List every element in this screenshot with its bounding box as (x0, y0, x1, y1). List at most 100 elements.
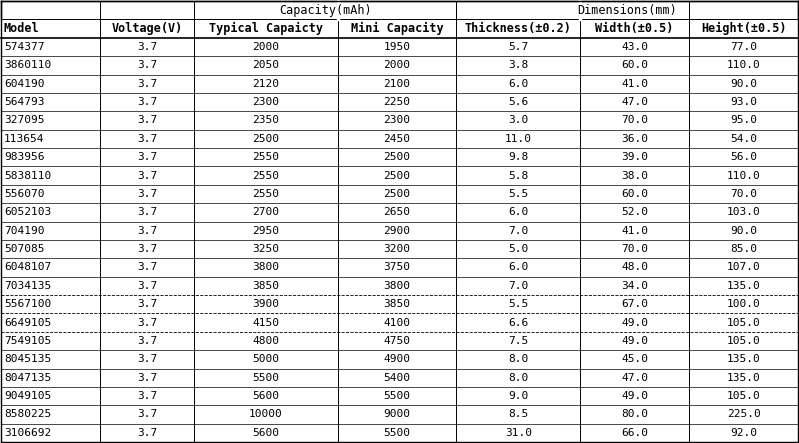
Text: 5600: 5600 (252, 428, 280, 438)
Text: 10000: 10000 (249, 409, 283, 420)
Text: 5400: 5400 (384, 373, 411, 383)
Text: 43.0: 43.0 (621, 42, 648, 52)
Text: 3900: 3900 (252, 299, 280, 309)
Text: 135.0: 135.0 (726, 281, 761, 291)
Text: Width(±0.5): Width(±0.5) (595, 22, 674, 35)
Text: 3.7: 3.7 (137, 189, 157, 199)
Text: 5500: 5500 (252, 373, 280, 383)
Text: 113654: 113654 (4, 134, 45, 144)
Text: 100.0: 100.0 (726, 299, 761, 309)
Text: 105.0: 105.0 (726, 336, 761, 346)
Text: 48.0: 48.0 (621, 262, 648, 272)
Text: 90.0: 90.0 (730, 225, 757, 236)
Text: Height(±0.5): Height(±0.5) (701, 22, 786, 35)
Text: 5.7: 5.7 (508, 42, 528, 52)
Text: 66.0: 66.0 (621, 428, 648, 438)
Text: 7.0: 7.0 (508, 281, 528, 291)
Text: 3.7: 3.7 (137, 373, 157, 383)
Text: 3.7: 3.7 (137, 391, 157, 401)
Text: Mini Capacity: Mini Capacity (351, 22, 443, 35)
Text: 31.0: 31.0 (505, 428, 532, 438)
Text: 5500: 5500 (384, 428, 411, 438)
Text: 8047135: 8047135 (4, 373, 51, 383)
Text: 6.0: 6.0 (508, 79, 528, 89)
Text: 9049105: 9049105 (4, 391, 51, 401)
Text: Model: Model (4, 22, 40, 35)
Text: 2250: 2250 (384, 97, 411, 107)
Text: 564793: 564793 (4, 97, 45, 107)
Text: 6.6: 6.6 (508, 318, 528, 327)
Text: 2050: 2050 (252, 60, 280, 70)
Text: 5.5: 5.5 (508, 299, 528, 309)
Text: 3850: 3850 (384, 299, 411, 309)
Text: 2650: 2650 (384, 207, 411, 218)
Text: 70.0: 70.0 (621, 244, 648, 254)
Text: 4900: 4900 (384, 354, 411, 364)
Text: 5000: 5000 (252, 354, 280, 364)
Text: 3750: 3750 (384, 262, 411, 272)
Text: 704190: 704190 (4, 225, 45, 236)
Text: 70.0: 70.0 (621, 116, 648, 125)
Text: 92.0: 92.0 (730, 428, 757, 438)
Text: 2450: 2450 (384, 134, 411, 144)
Text: 47.0: 47.0 (621, 373, 648, 383)
Text: 39.0: 39.0 (621, 152, 648, 162)
Text: Dimensions(mm): Dimensions(mm) (578, 4, 677, 17)
Text: 1950: 1950 (384, 42, 411, 52)
Text: 507085: 507085 (4, 244, 45, 254)
Text: 2500: 2500 (384, 152, 411, 162)
Text: 3860110: 3860110 (4, 60, 51, 70)
Text: 5838110: 5838110 (4, 171, 51, 181)
Text: 2950: 2950 (252, 225, 280, 236)
Text: 90.0: 90.0 (730, 79, 757, 89)
Text: 7.0: 7.0 (508, 225, 528, 236)
Text: 5.0: 5.0 (508, 244, 528, 254)
Text: 110.0: 110.0 (726, 171, 761, 181)
Text: 5.6: 5.6 (508, 97, 528, 107)
Text: 56.0: 56.0 (730, 152, 757, 162)
Text: 5.8: 5.8 (508, 171, 528, 181)
Text: 3.7: 3.7 (137, 299, 157, 309)
Text: 2300: 2300 (252, 97, 280, 107)
Text: 2500: 2500 (384, 171, 411, 181)
Text: Typical Capaicty: Typical Capaicty (209, 22, 323, 35)
Text: 38.0: 38.0 (621, 171, 648, 181)
Text: 556070: 556070 (4, 189, 45, 199)
Text: 3.7: 3.7 (137, 281, 157, 291)
Text: 93.0: 93.0 (730, 97, 757, 107)
Text: 6052103: 6052103 (4, 207, 51, 218)
Text: 45.0: 45.0 (621, 354, 648, 364)
Text: 6.0: 6.0 (508, 207, 528, 218)
Text: 11.0: 11.0 (505, 134, 532, 144)
Text: 2550: 2550 (252, 189, 280, 199)
Text: 3.7: 3.7 (137, 97, 157, 107)
Text: 6649105: 6649105 (4, 318, 51, 327)
Text: 3.7: 3.7 (137, 409, 157, 420)
Text: 4800: 4800 (252, 336, 280, 346)
Text: 49.0: 49.0 (621, 391, 648, 401)
Text: 2000: 2000 (384, 60, 411, 70)
Text: 2300: 2300 (384, 116, 411, 125)
Text: 3850: 3850 (252, 281, 280, 291)
Text: 3.8: 3.8 (508, 60, 528, 70)
Text: 105.0: 105.0 (726, 391, 761, 401)
Text: 4750: 4750 (384, 336, 411, 346)
Text: 7549105: 7549105 (4, 336, 51, 346)
Text: 135.0: 135.0 (726, 354, 761, 364)
Text: 41.0: 41.0 (621, 225, 648, 236)
Text: 2550: 2550 (252, 152, 280, 162)
Text: 5600: 5600 (252, 391, 280, 401)
Text: Thickness(±0.2): Thickness(±0.2) (465, 22, 572, 35)
Text: 3.7: 3.7 (137, 134, 157, 144)
Text: 2350: 2350 (252, 116, 280, 125)
Text: 67.0: 67.0 (621, 299, 648, 309)
Text: 3106692: 3106692 (4, 428, 51, 438)
Text: 36.0: 36.0 (621, 134, 648, 144)
Text: 6048107: 6048107 (4, 262, 51, 272)
Text: 3.7: 3.7 (137, 225, 157, 236)
Text: 4150: 4150 (252, 318, 280, 327)
Text: 3.7: 3.7 (137, 79, 157, 89)
Text: 6.0: 6.0 (508, 262, 528, 272)
Text: 3.7: 3.7 (137, 152, 157, 162)
Text: 135.0: 135.0 (726, 373, 761, 383)
